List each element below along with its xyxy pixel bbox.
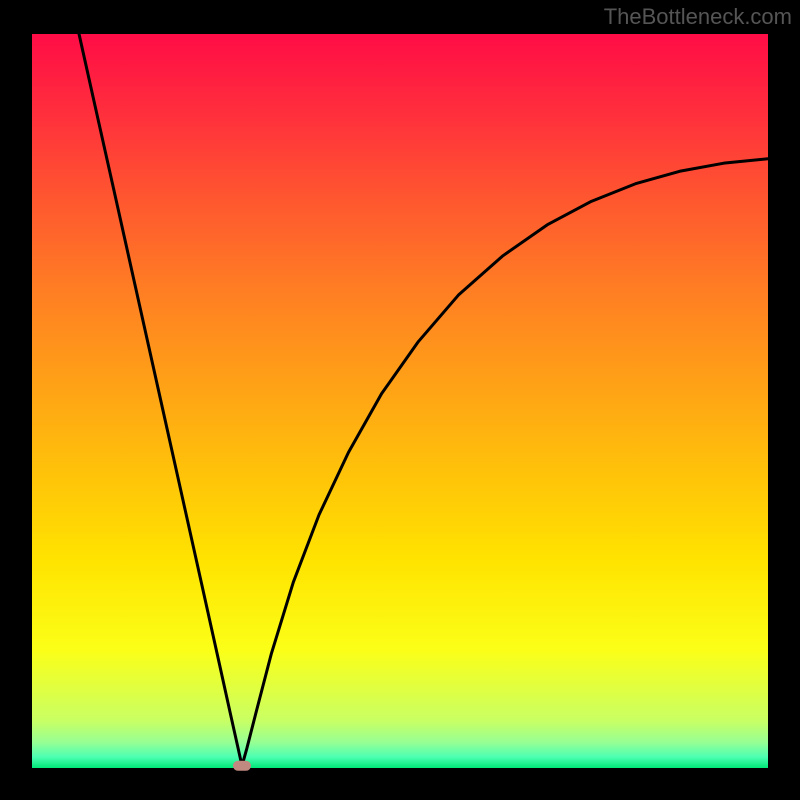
plot-background	[32, 34, 768, 768]
chart-svg	[0, 0, 800, 800]
vertex-marker	[233, 761, 251, 771]
chart-wrapper: TheBottleneck.com	[0, 0, 800, 800]
watermark-text: TheBottleneck.com	[604, 4, 792, 30]
